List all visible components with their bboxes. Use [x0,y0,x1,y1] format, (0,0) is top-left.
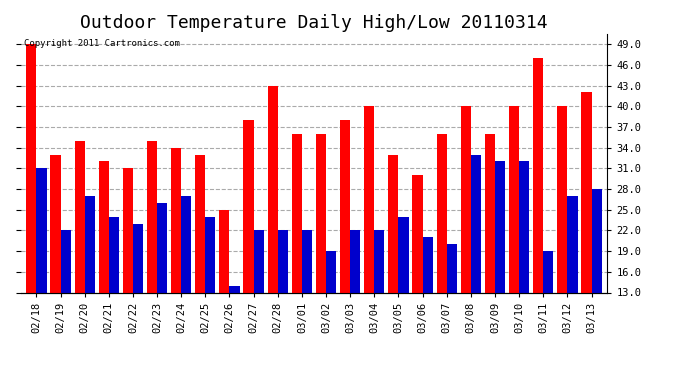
Bar [437,134,446,375]
Bar [61,230,70,375]
Bar [171,148,181,375]
Bar [195,154,206,375]
Bar [181,196,191,375]
Bar [519,161,529,375]
Bar [230,286,239,375]
Bar [109,217,119,375]
Bar [388,154,398,375]
Bar [278,230,288,375]
Bar [398,217,408,375]
Bar [99,161,109,375]
Bar [133,224,143,375]
Bar [268,86,278,375]
Bar [591,189,602,375]
Bar [219,210,230,375]
Bar [374,230,384,375]
Title: Outdoor Temperature Daily High/Low 20110314: Outdoor Temperature Daily High/Low 20110… [80,14,548,32]
Bar [340,120,350,375]
Bar [50,154,61,375]
Bar [37,168,46,375]
Bar [302,230,312,375]
Bar [533,58,543,375]
Bar [446,244,457,375]
Bar [485,134,495,375]
Bar [567,196,578,375]
Bar [85,196,95,375]
Bar [292,134,302,375]
Bar [509,106,519,375]
Bar [326,251,336,375]
Bar [558,106,567,375]
Bar [461,106,471,375]
Text: Copyright 2011 Cartronics.com: Copyright 2011 Cartronics.com [23,39,179,48]
Bar [26,44,37,375]
Bar [244,120,254,375]
Bar [123,168,133,375]
Bar [471,154,481,375]
Bar [316,134,326,375]
Bar [422,237,433,375]
Bar [413,175,422,375]
Bar [582,92,591,375]
Bar [364,106,374,375]
Bar [495,161,505,375]
Bar [543,251,553,375]
Bar [147,141,157,375]
Bar [75,141,85,375]
Bar [350,230,360,375]
Bar [206,217,215,375]
Bar [254,230,264,375]
Bar [157,203,167,375]
